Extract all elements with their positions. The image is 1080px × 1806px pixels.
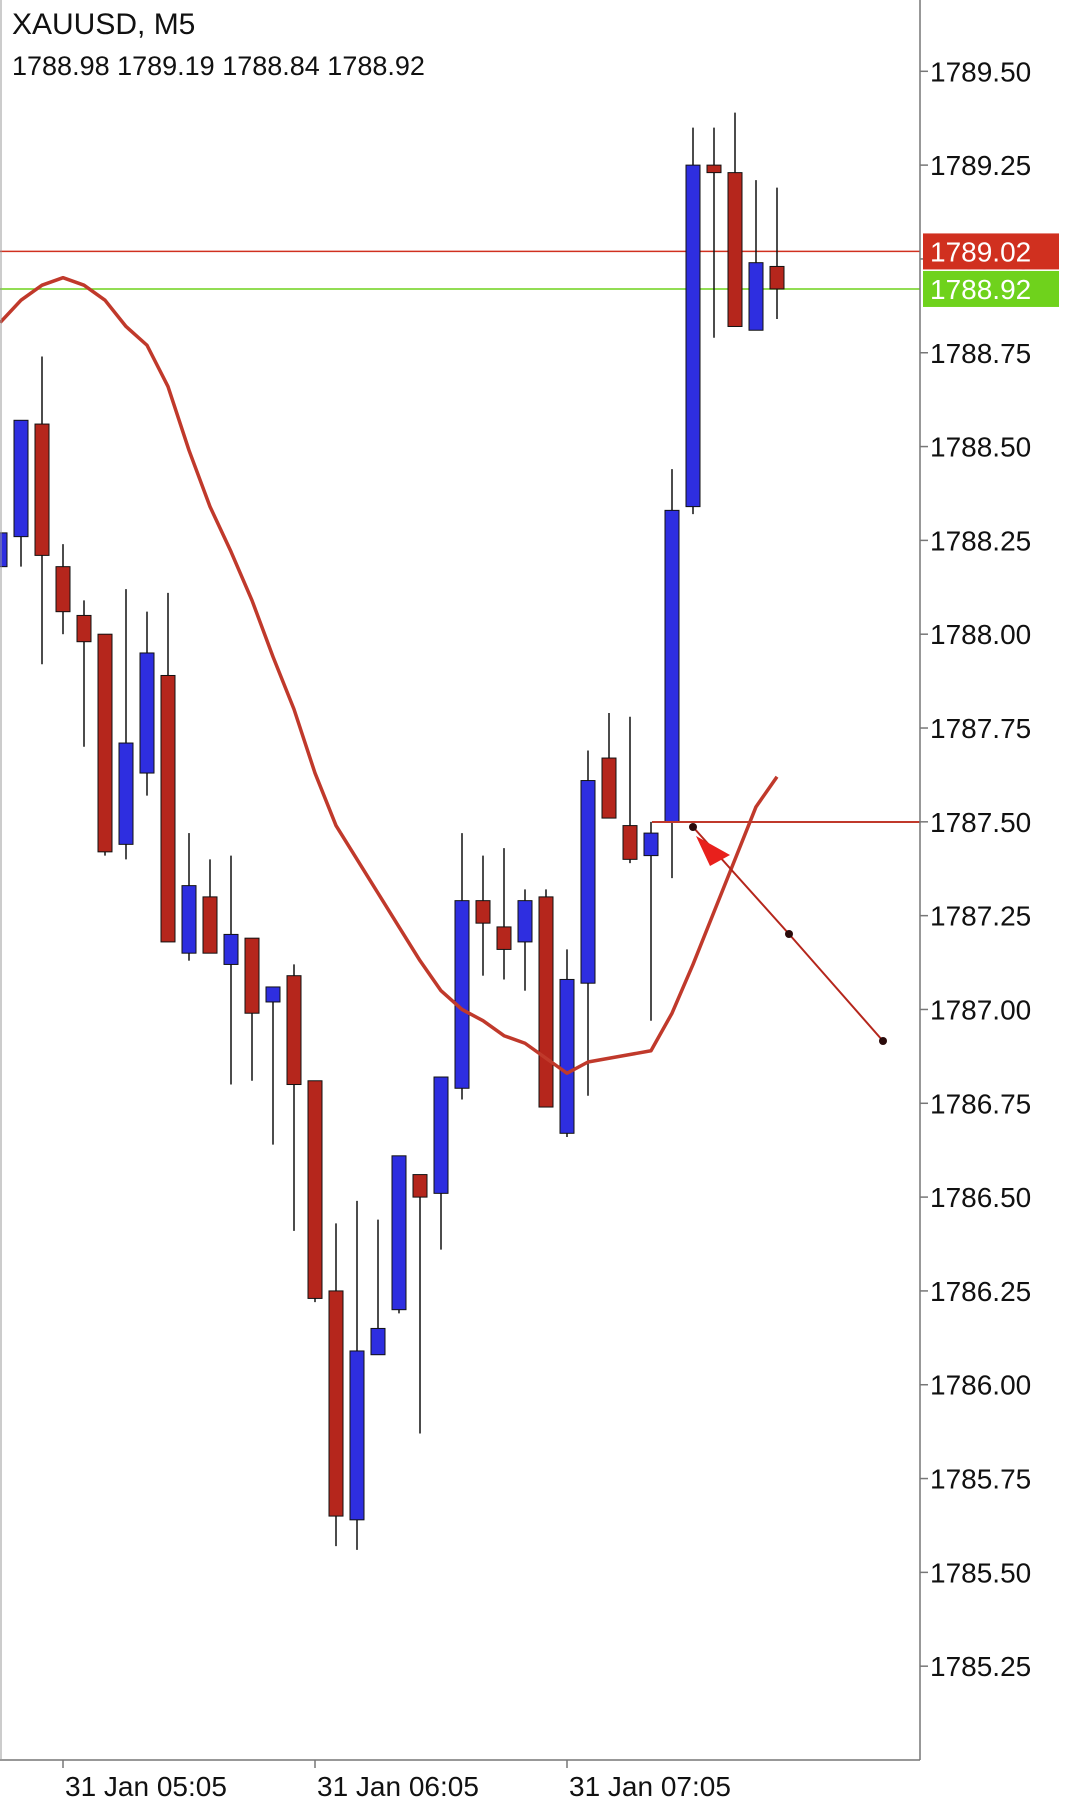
candle-body bbox=[55, 566, 71, 613]
arrow-head bbox=[696, 836, 730, 866]
candle-body bbox=[76, 614, 92, 643]
candle-body bbox=[517, 900, 533, 943]
moving-average bbox=[0, 275, 779, 1076]
candle-body bbox=[601, 757, 617, 819]
candle-body bbox=[202, 896, 218, 954]
ohlc-readout: 1788.98 1789.19 1788.84 1788.92 bbox=[12, 51, 425, 81]
candle-body bbox=[643, 832, 659, 857]
candle-body bbox=[34, 423, 50, 556]
candle-body bbox=[97, 633, 113, 853]
y-tick-label: 1788.50 bbox=[930, 432, 1031, 463]
y-tick-label: 1787.25 bbox=[930, 901, 1031, 932]
candle-body bbox=[475, 900, 491, 924]
y-tick-label: 1788.75 bbox=[930, 338, 1031, 369]
candle-body bbox=[13, 419, 29, 538]
candle-body bbox=[580, 780, 596, 984]
candle-body bbox=[622, 825, 638, 860]
y-tick-label: 1786.00 bbox=[930, 1370, 1031, 1401]
y-tick-label: 1785.75 bbox=[930, 1464, 1031, 1495]
x-tick-label: 31 Jan 05:05 bbox=[65, 1771, 227, 1802]
y-tick-label: 1785.25 bbox=[930, 1651, 1031, 1682]
y-tick-label: 1789.25 bbox=[930, 150, 1031, 181]
y-tick-label: 1789.50 bbox=[930, 56, 1031, 87]
y-tick-label: 1786.25 bbox=[930, 1276, 1031, 1307]
candle-body bbox=[454, 900, 470, 1089]
anchor-point bbox=[689, 823, 697, 831]
candle-body bbox=[496, 926, 512, 950]
candle-body bbox=[139, 652, 155, 774]
candle-body bbox=[769, 265, 785, 290]
candle-body bbox=[391, 1155, 407, 1311]
candle-body bbox=[307, 1080, 323, 1299]
candle-body bbox=[664, 509, 680, 823]
y-tick-label: 1787.75 bbox=[930, 713, 1031, 744]
candle-body bbox=[118, 742, 134, 845]
candle-body bbox=[223, 933, 239, 965]
candle-body bbox=[748, 262, 764, 331]
plot-area bbox=[0, 112, 920, 1550]
candle-body bbox=[727, 172, 743, 327]
y-tick-label: 1786.50 bbox=[930, 1182, 1031, 1213]
y-tick-label: 1787.50 bbox=[930, 807, 1031, 838]
candle-body bbox=[265, 986, 281, 1003]
x-tick-label: 31 Jan 06:05 bbox=[317, 1771, 479, 1802]
candle-body bbox=[328, 1290, 344, 1517]
drawing-objects bbox=[652, 821, 920, 1045]
y-tick-label: 1788.00 bbox=[930, 619, 1031, 650]
price-label-box bbox=[923, 233, 1059, 270]
price-label: 1789.02 bbox=[930, 236, 1031, 267]
chart-title: XAUUSD, M5 bbox=[12, 8, 195, 41]
candle-body bbox=[181, 885, 197, 954]
y-tick-label: 1788.25 bbox=[930, 525, 1031, 556]
candle-body bbox=[244, 937, 260, 1014]
candle-body bbox=[433, 1076, 449, 1194]
candle-body bbox=[559, 978, 575, 1134]
candle-body bbox=[0, 532, 8, 568]
candle-body bbox=[706, 164, 722, 174]
price-label: 1788.92 bbox=[930, 274, 1031, 305]
candle-body bbox=[160, 674, 176, 943]
price-label-box bbox=[923, 270, 1059, 307]
candle-body bbox=[286, 975, 302, 1086]
candle-body bbox=[412, 1174, 428, 1198]
y-tick-label: 1786.75 bbox=[930, 1088, 1031, 1119]
candle-body bbox=[370, 1327, 386, 1356]
anchor-point bbox=[785, 930, 793, 938]
anchor-point bbox=[879, 1037, 887, 1045]
candle-body bbox=[349, 1350, 365, 1521]
y-tick-label: 1787.00 bbox=[930, 994, 1031, 1025]
candle-body bbox=[538, 896, 554, 1108]
candle-body bbox=[685, 164, 701, 508]
y-tick-label: 1785.50 bbox=[930, 1557, 1031, 1588]
x-tick-label: 31 Jan 07:05 bbox=[569, 1771, 731, 1802]
